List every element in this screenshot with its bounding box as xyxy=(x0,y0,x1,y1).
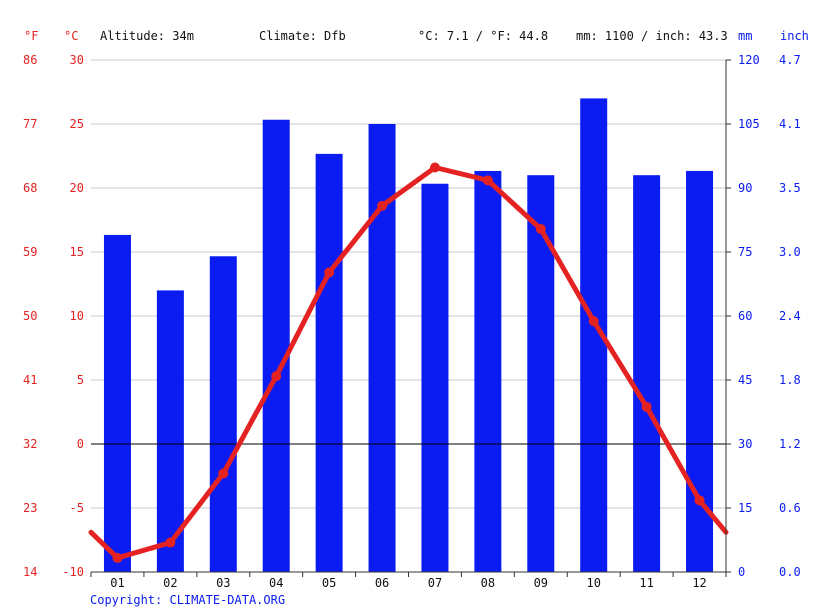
inch-tick-label: 0.6 xyxy=(779,501,801,515)
month-tick-label: 05 xyxy=(322,576,336,590)
temperature-point xyxy=(218,468,229,479)
mm-tick-label: 15 xyxy=(738,501,752,515)
tick-labels: 86 30 120 4.777 25 105 4.168 20 90 3.559 15 75 3.050… xyxy=(23,53,801,590)
month-tick-label: 06 xyxy=(375,576,389,590)
mm-tick-label: 90 xyxy=(738,181,752,195)
precipitation-bar xyxy=(633,175,661,572)
altitude-label: Altitude: 34m xyxy=(100,29,194,43)
mm-tick-label: 105 xyxy=(738,117,760,131)
fahrenheit-tick-label: 14 xyxy=(23,565,37,579)
precipitation-bar xyxy=(209,256,237,572)
unit-label-mm: mm xyxy=(738,29,752,43)
month-tick-label: 12 xyxy=(692,576,706,590)
mm-tick-label: 45 xyxy=(738,373,752,387)
temperature-point xyxy=(429,162,440,173)
precipitation-bar xyxy=(368,124,396,572)
temperature-point xyxy=(482,175,493,186)
celsius-tick-label: 5 xyxy=(77,373,84,387)
temperature-line-path xyxy=(88,165,729,561)
inch-tick-label: 4.1 xyxy=(779,117,801,131)
copyright: Copyright: CLIMATE-DATA.ORG xyxy=(90,593,285,607)
month-tick-label: 09 xyxy=(534,576,548,590)
precipitation-bar xyxy=(421,183,449,572)
unit-label-celsius: °C xyxy=(64,29,78,43)
unit-label-inch: inch xyxy=(780,29,809,43)
inch-tick-label: 4.7 xyxy=(779,53,801,67)
month-tick-label: 11 xyxy=(639,576,653,590)
month-tick-label: 04 xyxy=(269,576,283,590)
fahrenheit-tick-label: 41 xyxy=(23,373,37,387)
temperature-point xyxy=(112,552,123,563)
temperature-point xyxy=(588,316,599,327)
celsius-tick-label: 15 xyxy=(70,245,84,259)
inch-tick-label: 3.0 xyxy=(779,245,801,259)
inch-tick-label: 2.4 xyxy=(779,309,801,323)
fahrenheit-tick-label: 32 xyxy=(23,437,37,451)
fahrenheit-tick-label: 68 xyxy=(23,181,37,195)
mm-tick-label: 0 xyxy=(738,565,745,579)
temperature-line xyxy=(88,162,729,563)
precipitation-bar xyxy=(156,290,184,572)
temperature-point xyxy=(377,200,388,211)
precipitation-bar xyxy=(527,175,555,572)
axis-frame xyxy=(90,59,731,577)
precipitation-bar xyxy=(474,170,502,572)
month-tick-label: 02 xyxy=(163,576,177,590)
mm-tick-label: 60 xyxy=(738,309,752,323)
temperature-point xyxy=(165,537,176,548)
fahrenheit-tick-label: 77 xyxy=(23,117,37,131)
month-tick-label: 08 xyxy=(481,576,495,590)
celsius-tick-label: 30 xyxy=(70,53,84,67)
inch-tick-label: 0.0 xyxy=(779,565,801,579)
inch-tick-label: 1.8 xyxy=(779,373,801,387)
mm-tick-label: 30 xyxy=(738,437,752,451)
month-tick-label: 01 xyxy=(110,576,124,590)
month-tick-label: 03 xyxy=(216,576,230,590)
fahrenheit-tick-label: 59 xyxy=(23,245,37,259)
mm-tick-label: 75 xyxy=(738,245,752,259)
celsius-tick-label: 25 xyxy=(70,117,84,131)
inch-tick-label: 3.5 xyxy=(779,181,801,195)
temperature-point xyxy=(694,495,705,506)
celsius-tick-label: 0 xyxy=(77,437,84,451)
celsius-tick-label: -10 xyxy=(62,565,84,579)
temperature-average-label: °C: 7.1 / °F: 44.8 xyxy=(418,29,548,43)
celsius-tick-label: -5 xyxy=(70,501,84,515)
temperature-point xyxy=(535,223,546,234)
precipitation-bar xyxy=(103,234,131,572)
mm-tick-label: 120 xyxy=(738,53,760,67)
climate-label: Climate: Dfb xyxy=(259,29,346,43)
fahrenheit-tick-label: 23 xyxy=(23,501,37,515)
fahrenheit-tick-label: 50 xyxy=(23,309,37,323)
precipitation-total-label: mm: 1100 / inch: 43.3 xyxy=(576,29,728,43)
inch-tick-label: 1.2 xyxy=(779,437,801,451)
temperature-point xyxy=(271,371,282,382)
month-tick-label: 07 xyxy=(428,576,442,590)
temperature-point xyxy=(324,267,335,278)
precipitation-bar xyxy=(262,119,290,572)
precipitation-bar xyxy=(315,153,343,572)
unit-label-fahrenheit: °F xyxy=(24,29,38,43)
fahrenheit-tick-label: 86 xyxy=(23,53,37,67)
celsius-tick-label: 10 xyxy=(70,309,84,323)
celsius-tick-label: 20 xyxy=(70,181,84,195)
month-tick-label: 10 xyxy=(586,576,600,590)
temperature-point xyxy=(641,401,652,412)
